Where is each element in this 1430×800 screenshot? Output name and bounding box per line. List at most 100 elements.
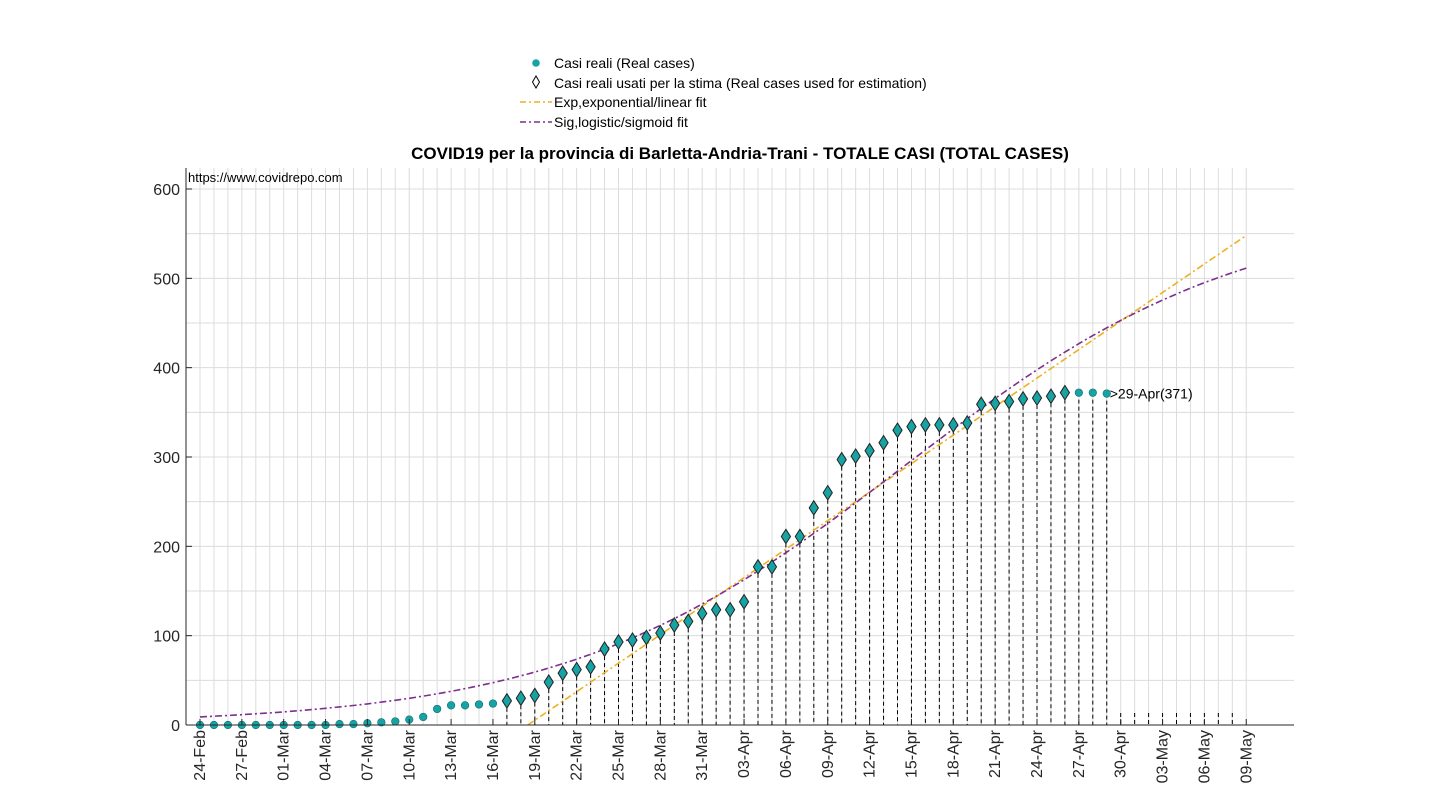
estimation-point <box>920 416 931 433</box>
x-tick-label: 21-Apr <box>987 729 1004 778</box>
estimation-point <box>641 629 652 646</box>
x-tick-label: 07-Mar <box>359 729 376 780</box>
estimation-point <box>822 484 833 501</box>
fit-curves <box>199 234 1247 726</box>
estimation-point <box>962 414 973 432</box>
x-tick-label: 15-Apr <box>903 729 920 778</box>
real-point <box>474 700 484 709</box>
y-tick-label: 400 <box>153 361 180 378</box>
x-tick-label: 18-Apr <box>945 729 962 778</box>
estimation-point <box>627 632 638 649</box>
x-tick-label: 19-Mar <box>527 729 544 780</box>
x-tick-label: 04-Mar <box>318 729 335 780</box>
x-tick-label: 12-Apr <box>862 729 879 778</box>
data-markers <box>195 384 1111 730</box>
x-tick-label: 09-May <box>1238 730 1255 783</box>
estimation-point <box>794 528 806 545</box>
x-tick-label: 10-Mar <box>401 729 418 780</box>
estimation-point <box>780 528 792 545</box>
estimation-point <box>1059 384 1071 401</box>
exp-fit-curve <box>527 234 1247 726</box>
estimation-point <box>571 661 582 678</box>
estimation-point <box>585 658 596 676</box>
real-point <box>391 717 400 726</box>
estimation-point <box>599 640 610 658</box>
tick-labels: 0 100 200 300 400 500 600 24-Feb 27-Feb 01-Mar 04-… <box>153 182 1255 783</box>
estimation-point <box>557 665 568 682</box>
estimation-point <box>1017 390 1029 408</box>
estimation-point <box>976 396 987 413</box>
estimation-point <box>738 593 750 610</box>
real-point <box>1074 388 1083 397</box>
estimation-point <box>948 416 959 433</box>
real-point <box>1102 389 1111 398</box>
estimation-point <box>529 687 540 704</box>
estimation-point <box>710 601 722 618</box>
y-tick-label: 0 <box>171 718 180 735</box>
estimation-point <box>864 442 875 459</box>
sig-fit-curve <box>199 267 1247 718</box>
x-tick-label: 13-Mar <box>443 729 460 780</box>
legend-label-real: Casi reali (Real cases) <box>554 55 695 71</box>
x-tick-label: 22-Mar <box>569 729 586 780</box>
x-tick-label: 06-May <box>1196 730 1213 783</box>
estimation-point <box>850 447 861 465</box>
x-tick-label: 30-Apr <box>1113 729 1130 778</box>
axes <box>185 168 1294 726</box>
real-point <box>488 699 498 708</box>
real-point <box>1088 388 1097 397</box>
estimation-point <box>906 418 917 435</box>
estimation-point <box>724 601 736 618</box>
estimation-point <box>697 605 708 622</box>
real-point <box>349 720 358 729</box>
real-point <box>447 701 456 710</box>
estimation-point <box>892 422 903 439</box>
estimation-point <box>515 690 527 707</box>
source-url: https://www.covidrepo.com <box>188 170 343 185</box>
x-tick-label: 16-Mar <box>485 729 502 780</box>
estimation-point <box>655 624 666 642</box>
estimation-point <box>669 616 680 634</box>
x-tick-label: 01-Mar <box>276 729 293 780</box>
y-tick-label: 100 <box>153 629 180 646</box>
estimation-point <box>501 692 513 710</box>
stem-lines <box>506 392 1233 725</box>
legend: Casi reali (Real cases) Casi reali usati… <box>520 55 927 130</box>
y-tick-label: 500 <box>153 271 180 288</box>
real-point <box>460 701 470 710</box>
last-value-annotation: >29-Apr(371) <box>1110 386 1193 402</box>
legend-label-sig: Sig,logistic/sigmoid fit <box>554 114 688 130</box>
estimation-point <box>1045 388 1057 405</box>
legend-label-exp: Exp,exponential/linear fit <box>554 94 707 110</box>
estimation-point <box>836 451 847 468</box>
x-tick-label: 24-Feb <box>192 730 209 781</box>
real-point <box>419 712 428 722</box>
x-tick-label: 09-Apr <box>820 729 837 778</box>
y-tick-label: 300 <box>153 450 180 467</box>
legend-marker-real <box>532 59 540 67</box>
estimation-point <box>752 558 764 576</box>
y-tick-label: 600 <box>153 182 180 199</box>
estimation-point <box>683 613 694 630</box>
estimation-point <box>1003 393 1015 410</box>
estimation-point <box>989 395 1001 412</box>
estimation-point <box>1031 389 1043 407</box>
x-tick-label: 31-Mar <box>694 729 711 780</box>
legend-marker-estimation <box>531 75 541 89</box>
x-tick-label: 27-Apr <box>1071 729 1088 778</box>
x-tick-label: 03-May <box>1155 730 1172 783</box>
grid <box>186 168 1294 725</box>
real-point <box>433 704 442 714</box>
estimation-point <box>613 633 624 651</box>
x-tick-label: 25-Mar <box>611 729 628 780</box>
x-tick-label: 27-Feb <box>234 730 251 781</box>
x-tick-label: 06-Apr <box>778 729 795 778</box>
x-tick-label: 24-Apr <box>1029 729 1046 778</box>
chart-title: COVID19 per la provincia di Barletta-And… <box>411 144 1069 163</box>
y-tick-label: 200 <box>153 539 180 556</box>
estimation-point <box>878 434 889 451</box>
real-point <box>335 720 344 729</box>
real-point <box>377 718 386 727</box>
legend-label-estimation: Casi reali usati per la stima (Real case… <box>554 75 927 91</box>
